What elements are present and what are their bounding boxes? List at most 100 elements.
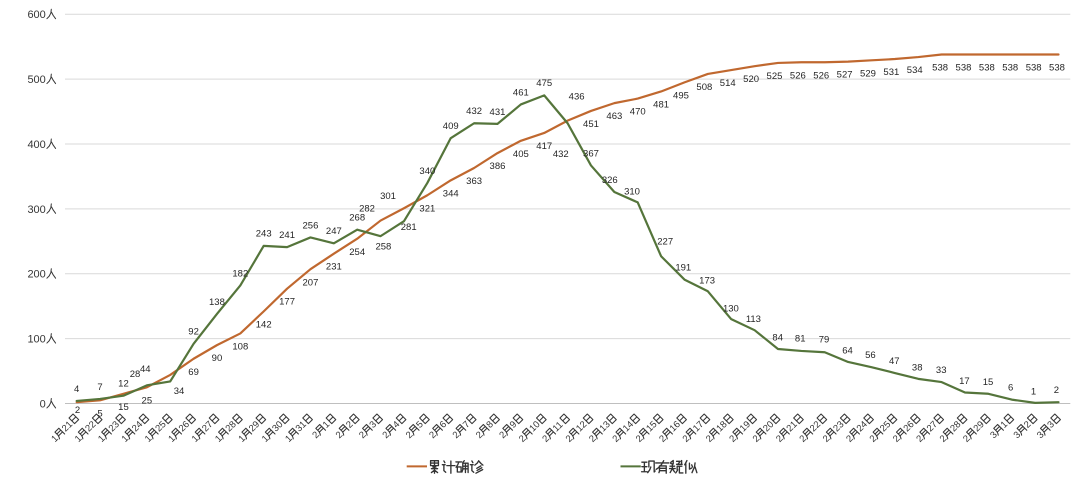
- svg-text:258: 258: [375, 241, 391, 252]
- svg-text:5: 5: [414, 419, 426, 431]
- svg-text:2: 2: [1022, 419, 1034, 431]
- svg-text:281: 281: [401, 222, 417, 233]
- svg-text:1: 1: [283, 433, 295, 445]
- svg-text:69: 69: [188, 367, 199, 378]
- svg-text:514: 514: [720, 78, 736, 89]
- svg-text:3: 3: [1012, 429, 1024, 441]
- svg-text:538: 538: [979, 63, 995, 74]
- svg-text:527: 527: [837, 70, 853, 81]
- svg-text:243: 243: [256, 229, 272, 240]
- svg-text:3: 3: [988, 429, 1000, 441]
- svg-text:2: 2: [610, 433, 622, 445]
- svg-text:4: 4: [391, 419, 403, 431]
- svg-text:256: 256: [303, 220, 319, 231]
- svg-text:2: 2: [914, 433, 926, 445]
- svg-text:520: 520: [743, 74, 759, 85]
- svg-text:2: 2: [474, 429, 486, 441]
- svg-text:531: 531: [883, 67, 899, 78]
- svg-text:461: 461: [513, 87, 529, 98]
- svg-text:0: 0: [40, 398, 46, 410]
- svg-text:534: 534: [907, 65, 923, 76]
- svg-text:301: 301: [380, 191, 396, 202]
- svg-text:84: 84: [772, 332, 783, 343]
- svg-text:1: 1: [321, 419, 333, 431]
- svg-text:451: 451: [583, 119, 599, 130]
- svg-text:1: 1: [236, 433, 248, 445]
- svg-text:47: 47: [889, 356, 900, 367]
- svg-text:231: 231: [326, 262, 342, 273]
- svg-text:2: 2: [587, 433, 599, 445]
- svg-text:526: 526: [790, 70, 806, 81]
- svg-text:475: 475: [536, 78, 552, 89]
- svg-text:508: 508: [696, 82, 712, 93]
- svg-text:526: 526: [813, 70, 829, 81]
- svg-text:500: 500: [27, 74, 45, 86]
- svg-text:207: 207: [303, 277, 319, 288]
- svg-text:1: 1: [49, 433, 61, 445]
- svg-text:6: 6: [438, 419, 450, 431]
- svg-text:1: 1: [166, 433, 178, 445]
- svg-text:529: 529: [860, 68, 876, 79]
- svg-text:2: 2: [380, 429, 392, 441]
- svg-text:495: 495: [673, 90, 689, 101]
- svg-text:173: 173: [699, 275, 715, 286]
- svg-text:538: 538: [1002, 63, 1018, 74]
- svg-text:7: 7: [97, 382, 102, 393]
- svg-text:2: 2: [797, 433, 809, 445]
- svg-text:15: 15: [118, 402, 129, 413]
- svg-text:538: 538: [1026, 63, 1042, 74]
- svg-text:1: 1: [260, 433, 272, 445]
- svg-text:1: 1: [190, 433, 202, 445]
- svg-text:1: 1: [1031, 387, 1036, 398]
- svg-text:386: 386: [490, 161, 506, 172]
- svg-text:2: 2: [774, 433, 786, 445]
- svg-text:417: 417: [536, 141, 552, 152]
- svg-text:2: 2: [497, 429, 509, 441]
- svg-text:113: 113: [746, 314, 761, 325]
- svg-text:2: 2: [681, 433, 693, 445]
- svg-text:92: 92: [188, 327, 199, 338]
- svg-text:4: 4: [74, 384, 79, 395]
- svg-text:247: 247: [326, 226, 342, 237]
- svg-text:17: 17: [959, 376, 970, 387]
- svg-text:2: 2: [540, 433, 552, 445]
- svg-text:56: 56: [865, 350, 876, 361]
- svg-text:81: 81: [795, 334, 806, 345]
- svg-text:431: 431: [490, 107, 506, 118]
- svg-text:525: 525: [767, 71, 783, 82]
- svg-text:2: 2: [404, 429, 416, 441]
- svg-text:2: 2: [868, 433, 880, 445]
- svg-text:2: 2: [344, 419, 356, 431]
- svg-text:300: 300: [27, 204, 45, 216]
- svg-text:481: 481: [653, 100, 669, 111]
- svg-text:3: 3: [367, 419, 379, 431]
- svg-text:310: 310: [624, 187, 640, 198]
- svg-text:405: 405: [513, 149, 529, 160]
- svg-text:227: 227: [657, 236, 673, 247]
- svg-text:108: 108: [232, 341, 248, 352]
- svg-text:200: 200: [27, 269, 45, 281]
- svg-text:1: 1: [213, 433, 225, 445]
- svg-text:1: 1: [96, 433, 108, 445]
- svg-text:44: 44: [140, 364, 151, 375]
- svg-text:5: 5: [97, 408, 102, 419]
- svg-text:2: 2: [517, 433, 529, 445]
- svg-text:2: 2: [751, 433, 763, 445]
- svg-text:282: 282: [359, 203, 375, 214]
- svg-text:1: 1: [143, 433, 155, 445]
- svg-text:2: 2: [704, 433, 716, 445]
- svg-text:177: 177: [279, 297, 295, 308]
- svg-text:2: 2: [727, 433, 739, 445]
- svg-text:326: 326: [602, 175, 618, 186]
- svg-text:2: 2: [357, 429, 369, 441]
- svg-text:130: 130: [723, 303, 739, 314]
- svg-text:2: 2: [821, 433, 833, 445]
- svg-text:2: 2: [844, 433, 856, 445]
- svg-text:409: 409: [443, 121, 459, 132]
- svg-text:321: 321: [419, 203, 435, 214]
- svg-text:600: 600: [27, 9, 45, 21]
- svg-text:463: 463: [606, 111, 622, 122]
- svg-text:12: 12: [118, 379, 129, 390]
- svg-text:3: 3: [1035, 429, 1047, 441]
- svg-text:268: 268: [349, 212, 365, 223]
